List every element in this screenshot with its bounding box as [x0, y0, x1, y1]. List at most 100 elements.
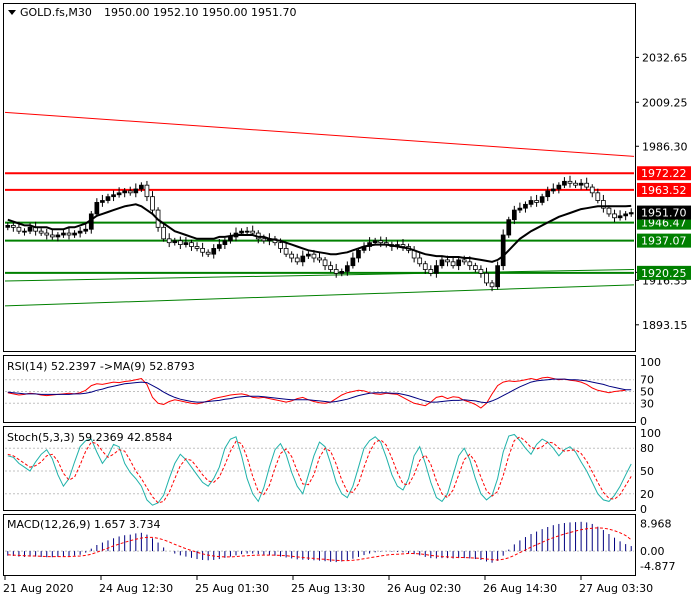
- bull-candle: [344, 265, 350, 272]
- bear-candle: [584, 182, 590, 188]
- bear-candle: [127, 190, 133, 194]
- bull-candle: [456, 259, 462, 267]
- bull-candle: [122, 190, 128, 194]
- bear-candle: [489, 282, 495, 288]
- bull-candle: [528, 200, 534, 205]
- bear-candle: [278, 242, 283, 249]
- current-price-tag-label: 1951.70: [641, 207, 687, 220]
- bull-candle: [77, 230, 83, 234]
- macd-panel-frame: [3, 514, 636, 576]
- osc-tick-label: 100: [640, 356, 661, 369]
- bear-candle: [445, 259, 450, 263]
- header-symbol: GOLD.fs,M30: [20, 6, 92, 19]
- bear-candle: [200, 248, 205, 253]
- bear-candle: [378, 240, 384, 244]
- bull-candle: [172, 240, 178, 244]
- time-tick-label: 25 Aug 01:30: [195, 582, 269, 595]
- bull-candle: [94, 202, 100, 215]
- bull-candle: [628, 212, 634, 215]
- time-tick-label: 27 Aug 03:30: [579, 582, 653, 595]
- bear-candle: [194, 246, 200, 249]
- time-tick-label: 26 Aug 14:30: [483, 582, 557, 595]
- bear-candle: [422, 263, 428, 270]
- bull-candle: [556, 184, 562, 190]
- bull-candle: [228, 236, 233, 242]
- stoch-signal-line: [7, 436, 632, 504]
- bear-candle: [177, 240, 183, 245]
- bear-candle: [44, 232, 50, 236]
- bull-candle: [5, 225, 11, 228]
- bear-candle: [400, 244, 406, 247]
- level-tag-label: 1946.47: [641, 217, 687, 230]
- trend-line-1: [4, 269, 635, 282]
- chart-header: GOLD.fs,M30 1950.00 1952.10 1950.00 1951…: [8, 6, 296, 19]
- macd-tick-label: 8.968: [640, 518, 672, 531]
- bull-candle: [511, 209, 517, 221]
- level-tag: [637, 265, 691, 280]
- bull-candle: [111, 194, 116, 198]
- bull-candle: [239, 230, 244, 234]
- bull-candle: [306, 253, 311, 257]
- bull-candle: [578, 182, 584, 186]
- price-tick-label: 2032.65: [642, 51, 688, 64]
- level-tag-label: 1972.22: [641, 167, 687, 180]
- bear-candle: [317, 257, 322, 261]
- bear-candle: [589, 186, 595, 194]
- osc-tick-label: 30: [640, 397, 654, 410]
- bull-candle: [244, 230, 250, 233]
- bear-candle: [595, 192, 601, 201]
- bull-candle: [623, 213, 628, 217]
- bull-candle: [183, 242, 189, 245]
- bear-candle: [289, 253, 295, 259]
- header-ohlc: 1950.00 1952.10 1950.00 1951.70: [104, 6, 296, 19]
- stoch-main-line: [7, 433, 632, 506]
- bull-candle: [545, 190, 551, 198]
- moving-average-line: [7, 203, 632, 263]
- bull-candle: [61, 232, 66, 236]
- stoch-title: Stoch(5,3,3) 59.2369 42.8584: [7, 431, 173, 444]
- bear-candle: [473, 265, 478, 270]
- bear-candle: [428, 269, 434, 274]
- time-axis: 21 Aug 2020 24 Aug 12:30 25 Aug 01:30 25 Au…: [3, 576, 653, 595]
- trend-line-0: [4, 111, 635, 157]
- bear-candle: [450, 261, 456, 267]
- rsi-line: [7, 376, 626, 409]
- rsi-ma-line: [7, 378, 632, 404]
- stoch-axis: 100 80 50 20 0: [640, 427, 661, 516]
- bear-candle: [484, 272, 489, 284]
- bear-candle: [150, 196, 155, 211]
- level-tag-label: 1920.25: [641, 267, 687, 280]
- dropdown-triangle-icon[interactable]: [8, 10, 16, 15]
- bull-candle: [222, 240, 228, 245]
- macd-axis: 8.968 0.00 -4.877: [640, 518, 675, 573]
- osc-tick-label: 100: [640, 427, 661, 440]
- bear-candle: [166, 238, 172, 244]
- time-tick-label: 21 Aug 2020: [3, 582, 73, 595]
- bull-candle: [100, 200, 105, 203]
- time-tick-label: 26 Aug 02:30: [387, 582, 461, 595]
- osc-tick-label: 0: [640, 503, 647, 516]
- bull-candle: [550, 188, 556, 192]
- bull-candle: [500, 234, 506, 267]
- macd-tick-label: -4.877: [640, 560, 675, 573]
- price-tick-label: 1893.15: [642, 319, 688, 332]
- bull-candle: [27, 226, 33, 232]
- bear-candle: [606, 207, 612, 215]
- bear-candle: [573, 182, 578, 186]
- bear-candle: [38, 230, 44, 234]
- price-panel-frame: [3, 3, 636, 352]
- bull-candle: [356, 249, 361, 259]
- bull-candle: [517, 207, 523, 211]
- trend-lines: [4, 111, 635, 307]
- bull-candle: [105, 196, 111, 201]
- bull-candle: [72, 232, 77, 236]
- bull-candle: [216, 244, 222, 249]
- time-tick-label: 24 Aug 12:30: [99, 582, 173, 595]
- bull-candle: [300, 255, 306, 263]
- trend-line-2: [4, 284, 635, 307]
- bull-candle: [506, 219, 512, 236]
- bear-candle: [205, 251, 211, 255]
- macd-tick-label: 0.00: [640, 545, 665, 558]
